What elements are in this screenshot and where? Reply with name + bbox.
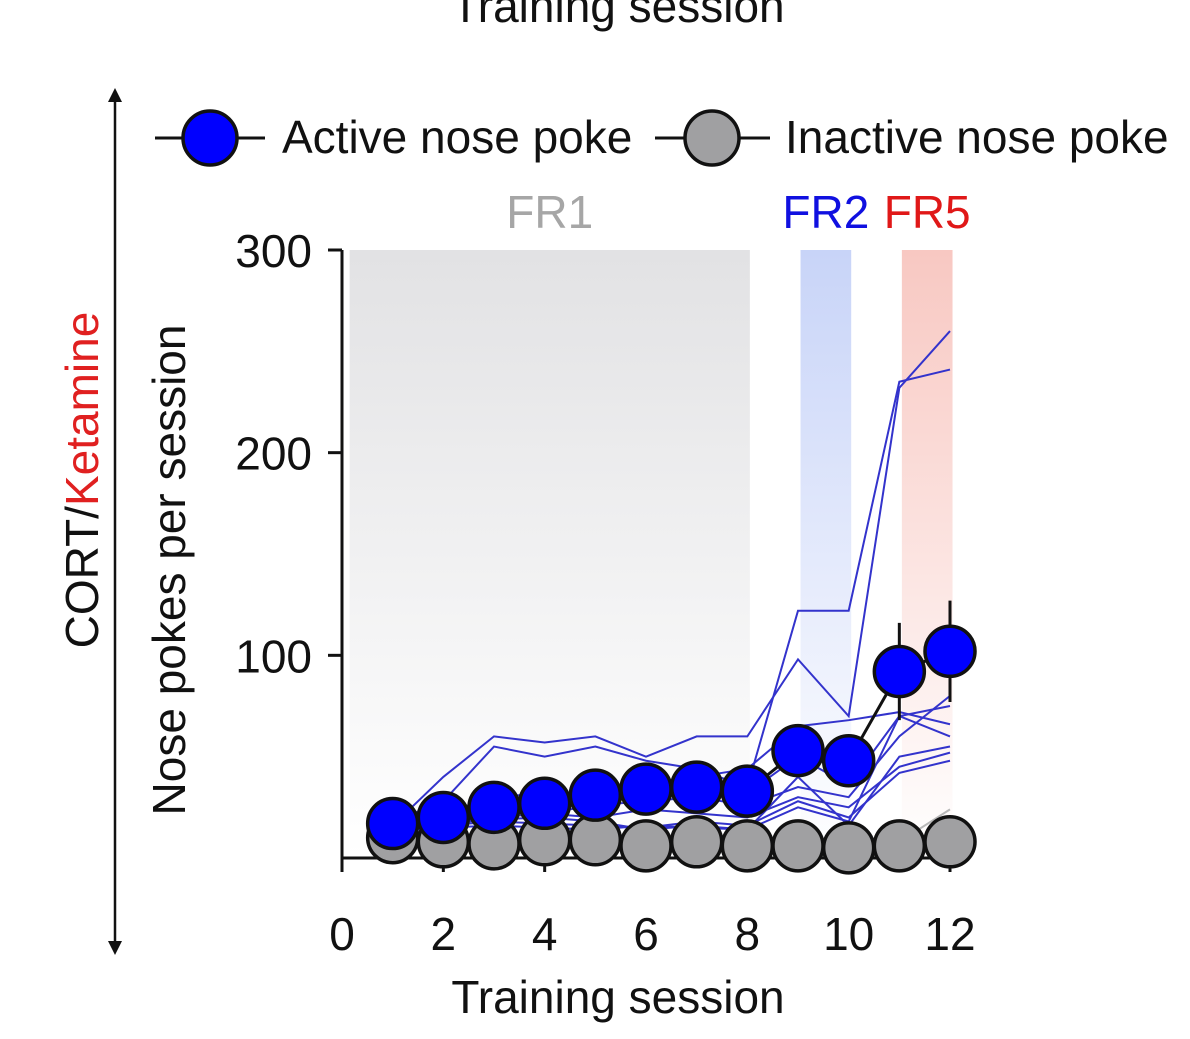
y-tick-label-300: 300 (235, 225, 312, 277)
phase-label-fr2: FR2 (782, 186, 869, 238)
legend-inactive-label: Inactive nose poke (785, 111, 1169, 163)
active-series (365, 600, 977, 851)
top-title-clipped: Training session (451, 0, 784, 32)
side-label: CORT/Ketamine (56, 312, 108, 649)
y-tick-label-100: 100 (235, 630, 312, 682)
x-tick-label-0: 0 (329, 908, 355, 960)
data-point (771, 819, 825, 873)
legend-active-marker (181, 109, 239, 167)
data-point (821, 733, 876, 788)
side-range-arrow (108, 88, 122, 955)
x-tick-label-12: 12 (924, 908, 975, 960)
data-point (872, 644, 927, 699)
phase-label-fr1: FR1 (506, 186, 593, 238)
x-axis-label: Training session (451, 971, 784, 1023)
side-label-cort: CORT/ (56, 506, 108, 648)
y-tick-label-200: 200 (235, 428, 312, 480)
phase-band-fr5 (901, 250, 953, 858)
data-point (619, 819, 673, 873)
data-point (720, 764, 775, 818)
side-label-ketamine: Ketamine (56, 312, 108, 506)
data-point (365, 796, 420, 851)
data-point (568, 768, 623, 822)
data-point (821, 821, 876, 875)
data-point (517, 776, 572, 831)
data-point (669, 815, 724, 869)
data-point (872, 819, 927, 873)
data-point (669, 760, 724, 814)
data-point (416, 790, 471, 845)
y-axis-label: Nose pokes per session (143, 325, 195, 816)
data-point (923, 624, 977, 679)
legend: Active nose poke Inactive nose poke (155, 109, 1169, 167)
data-point (771, 723, 825, 778)
mean-series (365, 600, 977, 875)
x-tick-label-4: 4 (532, 908, 558, 960)
data-point (467, 780, 521, 835)
phase-label-fr5: FR5 (884, 186, 971, 238)
phase-bands (349, 250, 953, 858)
legend-active-label: Active nose poke (282, 111, 632, 163)
x-tick-label-2: 2 (431, 908, 457, 960)
phase-labels: FR1 FR2 FR5 (506, 186, 970, 238)
data-point (923, 815, 977, 869)
individual-active-trace (391, 330, 951, 827)
individual-active-trace (392, 368, 951, 823)
x-tick-label-10: 10 (823, 908, 874, 960)
data-point (568, 813, 623, 867)
data-point (720, 819, 775, 873)
x-tick-label-8: 8 (735, 908, 761, 960)
legend-inactive-marker (683, 109, 741, 167)
x-tick-label-6: 6 (633, 908, 659, 960)
data-point (619, 762, 673, 816)
